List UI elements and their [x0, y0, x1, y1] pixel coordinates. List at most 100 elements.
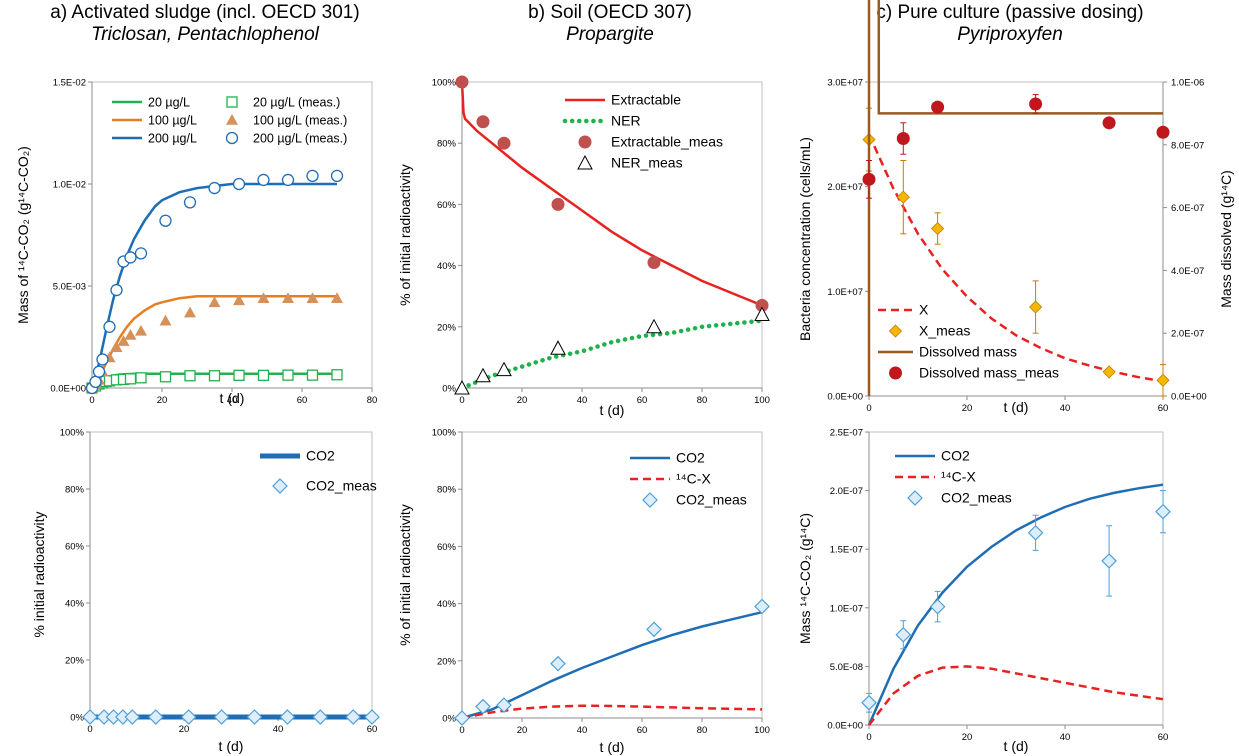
- data-point: [124, 328, 137, 340]
- y-tick-label: 60%: [437, 200, 457, 211]
- x-tick-label: 0: [866, 732, 871, 743]
- data-point: [110, 283, 123, 297]
- data-point: [208, 181, 221, 195]
- data-point: [497, 136, 511, 150]
- plot-area: [89, 431, 373, 718]
- y-tick-label: 60%: [65, 542, 85, 553]
- y-tick-label: 0%: [442, 714, 456, 725]
- x-tick-label: 20: [179, 724, 190, 735]
- header-title: a) Activated sludge (incl. OECD 301): [50, 2, 360, 23]
- data-point: [246, 709, 263, 725]
- data-point: [862, 172, 876, 186]
- y-tick-label: 1.0E-07: [830, 603, 863, 614]
- data-point: [331, 292, 343, 304]
- data-point: [551, 197, 565, 211]
- x-tick-label: 60: [637, 725, 648, 736]
- x-axis-label: t (d): [1004, 399, 1029, 415]
- legend-marker: [642, 492, 658, 508]
- data-point: [208, 296, 221, 308]
- data-point: [306, 369, 319, 381]
- data-point: [184, 370, 196, 382]
- data-point: [330, 169, 344, 182]
- legend-label: X_meas: [919, 323, 970, 339]
- chart-c-top: 0.0E+00 1.0E+07 2.0E+07 3.0E+07 0.0E+00 2.0E-…: [797, 0, 1234, 415]
- x-tick-label: 20: [517, 395, 528, 406]
- data-point: [861, 694, 877, 711]
- data-point: [331, 369, 343, 381]
- x-tick-label: 100: [754, 725, 770, 736]
- legend-label: CO2: [306, 448, 335, 464]
- legend: CO2 CO2_meas: [260, 448, 377, 494]
- data-point: [1102, 365, 1116, 379]
- legend-label: CO2_meas: [676, 492, 747, 508]
- y-tick-label: 80%: [437, 485, 457, 496]
- header-title: b) Soil (OECD 307): [528, 2, 692, 23]
- data-point: [896, 190, 910, 204]
- plot-area: [461, 431, 763, 719]
- data-point: [257, 369, 270, 382]
- data-point: [124, 373, 137, 385]
- series-line: [460, 81, 763, 307]
- legend-label: 200 µg/L: [148, 132, 197, 146]
- y2-tick-label: 8.0E-07: [1171, 140, 1204, 151]
- data-point: [135, 324, 147, 336]
- y2-tick-label: 2.0E-07: [1171, 329, 1204, 340]
- x-axis-label: t (d): [600, 739, 625, 755]
- legend: X X_meas Dissolved mass Dissolved mass_meas: [878, 302, 1059, 381]
- y-tick-label: 1.5E-07: [830, 545, 863, 556]
- x-tick-label: 0: [87, 724, 92, 735]
- data-point: [232, 177, 246, 191]
- legend-marker: [272, 478, 288, 494]
- data-point: [896, 132, 910, 146]
- x-tick-label: 20: [157, 395, 168, 406]
- x-axis-label: t (d): [220, 390, 245, 406]
- data-point: [646, 621, 662, 638]
- data-point: [496, 697, 512, 713]
- data-point: [1027, 524, 1044, 541]
- x-tick-label: 0: [459, 395, 464, 406]
- data-point: [1155, 503, 1171, 520]
- header-title: c) Pure culture (passive dosing): [876, 2, 1144, 23]
- y-tick-label: 1.0E-02: [53, 180, 86, 191]
- data-point: [213, 709, 230, 725]
- data-point: [306, 169, 319, 182]
- data-point: [755, 298, 769, 312]
- data-point: [103, 320, 116, 333]
- data-point: [89, 375, 102, 389]
- legend-marker: [226, 114, 238, 125]
- series-line: [461, 610, 763, 720]
- data-point: [754, 598, 770, 615]
- data-point: [1029, 300, 1043, 314]
- chart-b-bottom: 0% 20% 40% 60% 80% 100% 0 20 40 60 80 100 t (d) % of …: [397, 428, 770, 756]
- legend-label: NER_meas: [611, 155, 683, 171]
- legend-label: Extractable: [611, 92, 681, 108]
- data-point: [1156, 373, 1170, 387]
- legend-marker: [907, 490, 923, 506]
- series-line: [90, 182, 337, 389]
- y-tick-label: 0.0E+00: [827, 392, 863, 403]
- chart-c-bottom: 0.0E+00 5.0E-08 1.0E-07 1.5E-07 2.0E-07 2.5E-…: [797, 428, 1171, 754]
- data-point: [895, 626, 912, 643]
- x-tick-label: 20: [962, 403, 973, 414]
- x-tick-label: 0: [866, 403, 871, 414]
- series-line: [868, 665, 1164, 726]
- y-tick-label: 2.0E-07: [830, 486, 863, 497]
- y-tick-label: 0%: [70, 713, 84, 724]
- data-point: [646, 318, 662, 334]
- legend-label: CO2_meas: [941, 490, 1012, 506]
- x-tick-label: 40: [1060, 403, 1071, 414]
- data-point: [282, 369, 294, 381]
- data-point: [282, 292, 294, 304]
- y-tick-label: 2.0E+07: [827, 182, 863, 193]
- x-axis-label: t (d): [600, 402, 625, 418]
- x-tick-label: 60: [367, 724, 378, 735]
- series-line: [459, 318, 765, 391]
- legend-marker: [578, 135, 592, 149]
- x-tick-label: 40: [227, 395, 238, 406]
- data-point: [124, 709, 141, 725]
- x-tick-label: 80: [367, 395, 378, 406]
- data-point: [647, 256, 661, 270]
- data-point: [345, 709, 362, 725]
- y-tick-label: 40%: [65, 599, 85, 610]
